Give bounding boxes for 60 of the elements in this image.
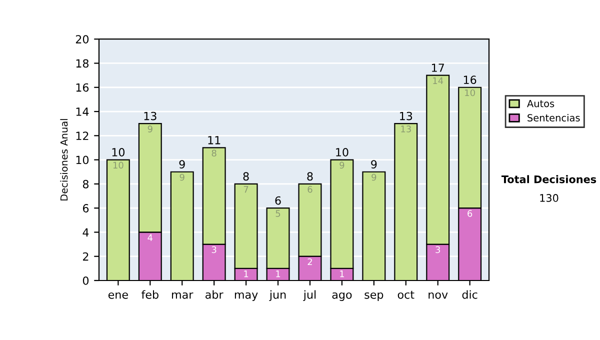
x-tick-label: jun <box>269 290 286 301</box>
total-label: 10 <box>112 148 125 156</box>
legend-label: Autos <box>527 100 554 108</box>
x-tick-label: sep <box>364 292 384 301</box>
y-tick-label: 14 <box>76 108 89 116</box>
data-label: 10 <box>113 162 124 169</box>
y-tick-label: 4 <box>82 228 89 236</box>
x-tick-label: jul <box>303 290 316 301</box>
total-label: 11 <box>208 136 220 144</box>
x-tick-label: mar <box>172 292 194 299</box>
total-label: 10 <box>336 148 348 156</box>
y-tick-label: 10 <box>76 156 89 164</box>
y-axis-title: Decisiones Anual <box>60 119 68 200</box>
y-tick-label: 2 <box>83 252 88 261</box>
y-tick-label: 16 <box>76 83 89 92</box>
total-label: 6 <box>275 196 281 205</box>
x-tick-label: nov <box>428 292 448 299</box>
x-tick-label: feb <box>142 290 158 299</box>
total-label: 13 <box>144 112 156 120</box>
data-label: 13 <box>401 126 411 132</box>
y-tick-label: 8 <box>82 180 89 188</box>
x-tick-label: ene <box>108 292 128 299</box>
y-tick-label: 18 <box>76 59 89 68</box>
x-tick-label: may <box>234 292 258 301</box>
text: Total Decisiones <box>501 175 596 184</box>
data-label: 9 <box>148 126 152 132</box>
legend-label: Sentencias <box>528 114 580 122</box>
data-label: 3 <box>212 246 216 254</box>
total-label: 17 <box>432 64 444 72</box>
x-tick-label: oct <box>398 290 414 299</box>
data-label: 8 <box>212 150 216 157</box>
y-tick-label: 6 <box>82 204 89 212</box>
x-tick-label: abr <box>206 290 224 299</box>
y-tick-label: 20 <box>76 35 89 44</box>
data-label: 10 <box>465 89 475 96</box>
total-label: 9 <box>179 160 185 169</box>
data-label: 9 <box>340 162 344 169</box>
data-label: 6 <box>468 210 472 217</box>
x-tick-label: dic <box>462 290 478 299</box>
data-label: 9 <box>180 174 184 181</box>
data-label: 9 <box>372 174 376 181</box>
total-label: 8 <box>243 172 249 181</box>
y-tick-label: 0 <box>82 276 89 285</box>
data-label: 1 <box>340 270 344 278</box>
total-label: 9 <box>371 160 377 169</box>
data-label: 1 <box>276 270 280 278</box>
data-label: 6 <box>308 186 312 193</box>
data-label: 7 <box>244 186 248 193</box>
data-label: 1 <box>244 270 248 278</box>
data-label: 2 <box>308 258 312 266</box>
total-label: 8 <box>307 172 313 181</box>
data-label: 5 <box>276 210 280 217</box>
y-tick-label: 12 <box>76 132 88 140</box>
x-tick-label: ago <box>332 292 352 301</box>
text: 130 <box>540 194 558 202</box>
data-label: 4 <box>148 234 153 241</box>
total-label: 16 <box>464 76 476 84</box>
data-label: 3 <box>436 246 440 254</box>
data-label: 14 <box>433 77 444 84</box>
total-label: 13 <box>400 112 412 120</box>
